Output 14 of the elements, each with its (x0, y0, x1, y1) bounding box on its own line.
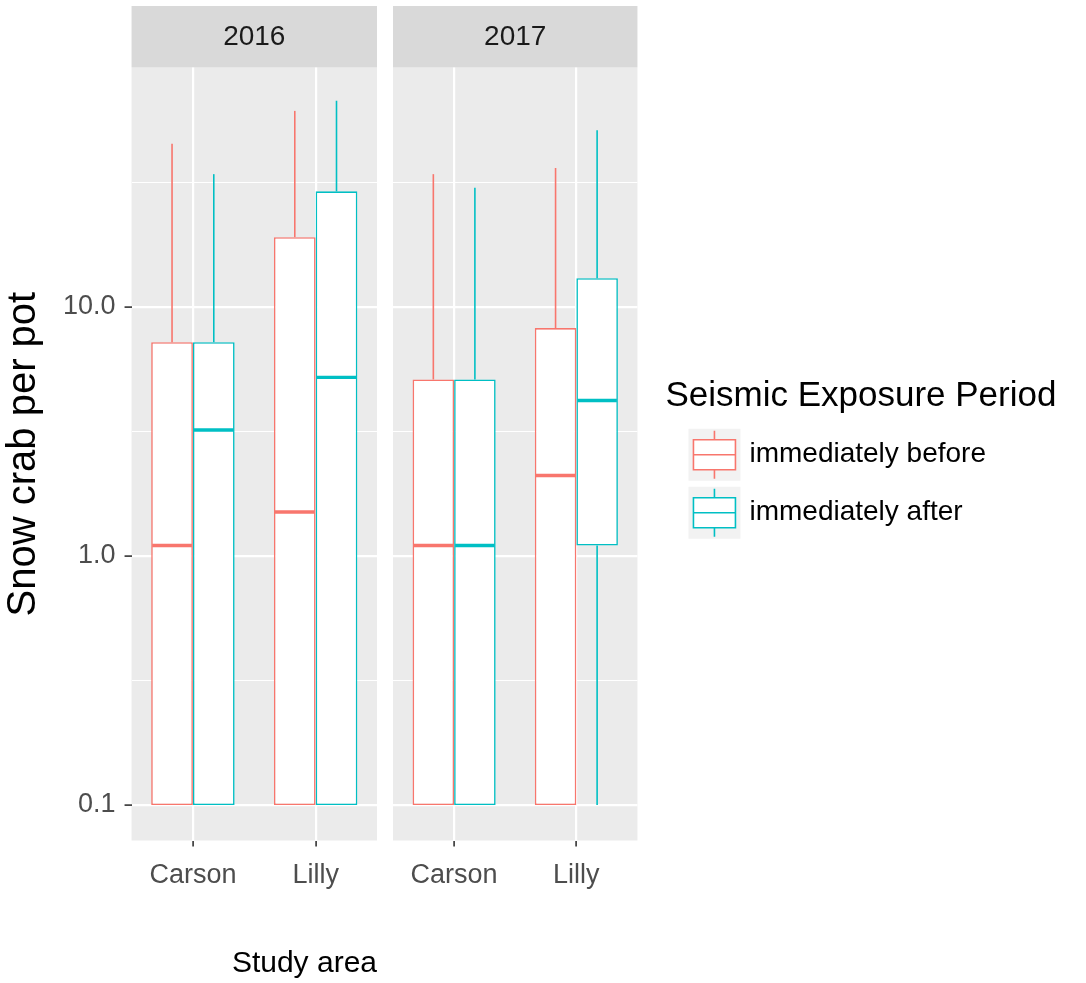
legend-title: Seismic Exposure Period (665, 374, 1057, 414)
y-tick-label: 0.1 (78, 788, 116, 819)
y-axis-title: Snow crab per pot (0, 291, 44, 617)
chart-title: 2017 (484, 19, 547, 51)
x-axis-title: Study area (231, 945, 378, 979)
y-tick-label: 1.0 (78, 539, 116, 570)
x-tick-label: Carson (410, 859, 498, 890)
y-tick-label: 10.0 (62, 290, 116, 321)
legend-label: immediately before (749, 437, 987, 469)
x-tick-label: Lilly (553, 859, 601, 890)
legend-label: immediately after (749, 495, 963, 527)
x-tick-label: Lilly (292, 859, 340, 890)
chart-title: 2016 (223, 19, 286, 51)
x-tick-label: Carson (149, 859, 237, 890)
